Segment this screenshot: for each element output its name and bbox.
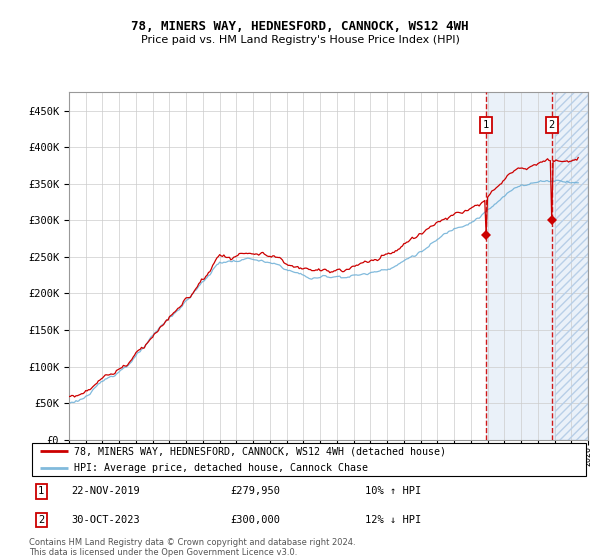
Text: HPI: Average price, detached house, Cannock Chase: HPI: Average price, detached house, Cann… — [74, 463, 368, 473]
Text: 2: 2 — [38, 515, 44, 525]
Text: 78, MINERS WAY, HEDNESFORD, CANNOCK, WS12 4WH: 78, MINERS WAY, HEDNESFORD, CANNOCK, WS1… — [131, 20, 469, 34]
Text: £279,950: £279,950 — [231, 487, 281, 496]
FancyBboxPatch shape — [32, 444, 586, 476]
Text: £300,000: £300,000 — [231, 515, 281, 525]
Text: Contains HM Land Registry data © Crown copyright and database right 2024.
This d: Contains HM Land Registry data © Crown c… — [29, 538, 355, 557]
Text: Price paid vs. HM Land Registry's House Price Index (HPI): Price paid vs. HM Land Registry's House … — [140, 35, 460, 45]
Text: 22-NOV-2019: 22-NOV-2019 — [71, 487, 140, 496]
Text: 10% ↑ HPI: 10% ↑ HPI — [365, 487, 422, 496]
Text: 2: 2 — [548, 120, 555, 130]
Text: 12% ↓ HPI: 12% ↓ HPI — [365, 515, 422, 525]
Text: 1: 1 — [482, 120, 489, 130]
Text: 78, MINERS WAY, HEDNESFORD, CANNOCK, WS12 4WH (detached house): 78, MINERS WAY, HEDNESFORD, CANNOCK, WS1… — [74, 446, 446, 456]
Text: 1: 1 — [38, 487, 44, 496]
Bar — [554, 92, 588, 440]
Text: 30-OCT-2023: 30-OCT-2023 — [71, 515, 140, 525]
Bar — [486, 92, 588, 440]
